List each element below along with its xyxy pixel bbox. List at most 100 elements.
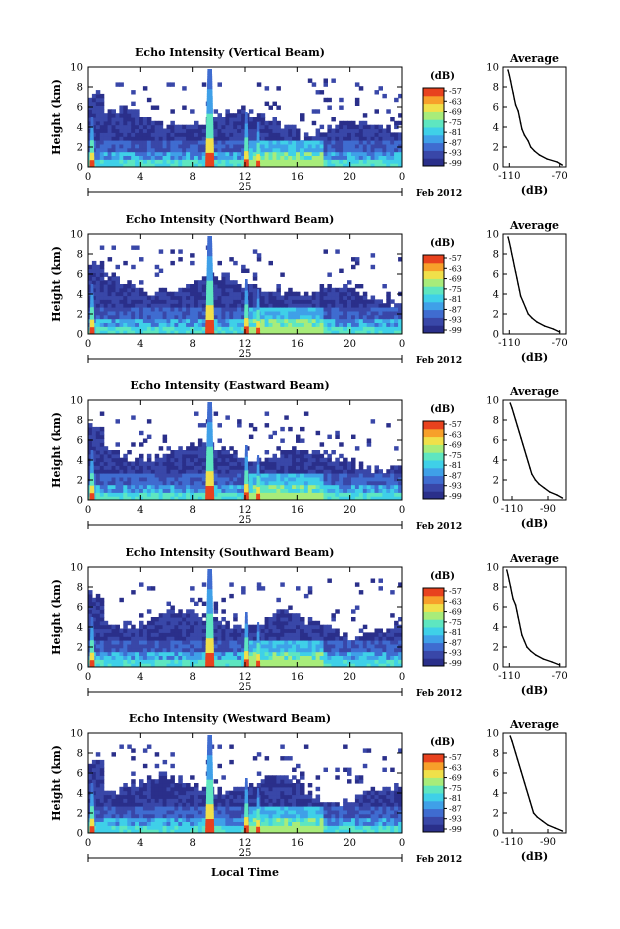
echo-cell	[323, 473, 328, 478]
echo-cell	[190, 446, 195, 451]
echo-cell	[311, 322, 317, 327]
echo-cell	[296, 303, 301, 308]
echo-cell	[315, 465, 321, 470]
profile-point	[514, 419, 517, 421]
echo-cell	[217, 151, 222, 156]
y-tick-label: 10	[70, 63, 83, 74]
echo-cell	[331, 461, 336, 466]
echo-spike	[256, 159, 260, 161]
echo-cell	[170, 314, 175, 320]
profile-point	[513, 98, 516, 100]
echo-cell	[111, 476, 116, 482]
echo-spike	[245, 112, 248, 114]
echo-cell	[347, 476, 352, 482]
echo-cell	[252, 655, 258, 660]
echo-cell	[300, 461, 305, 466]
echo-cell	[91, 299, 97, 304]
echo-spike	[243, 329, 249, 332]
echo-cell	[233, 155, 238, 160]
profile-point	[518, 431, 520, 433]
echo-cell	[347, 151, 352, 156]
echo-cell	[139, 136, 144, 141]
echo-cell	[370, 295, 376, 300]
echo-cell	[115, 326, 120, 331]
echo-cell	[248, 484, 254, 489]
echo-cell	[99, 260, 105, 266]
echo-cell	[303, 326, 309, 331]
echo-cell	[386, 651, 391, 656]
echo-spike	[244, 158, 249, 161]
echo-cell	[319, 632, 325, 637]
echo-cell	[335, 488, 340, 493]
echo-cell	[146, 465, 152, 470]
echo-cell	[115, 450, 120, 455]
echo-spike	[90, 119, 94, 122]
echo-cell	[319, 318, 325, 323]
echo-cell	[370, 330, 376, 334]
echo-cell	[111, 124, 116, 130]
echo-cell	[347, 147, 352, 153]
echo-cell	[296, 299, 301, 304]
echo-cell	[343, 461, 348, 466]
echo-cell	[366, 659, 372, 664]
echo-cell	[382, 147, 387, 153]
echo-cell	[378, 647, 383, 653]
profile-y-tick-label: 2	[493, 143, 499, 154]
echo-cell	[174, 659, 179, 664]
echo-cell	[366, 651, 372, 656]
echo-cell	[225, 496, 230, 500]
echo-cell	[315, 473, 321, 478]
echo-cell	[107, 663, 113, 667]
echo-cell	[197, 310, 203, 316]
echo-cell	[190, 295, 195, 300]
echo-cell	[225, 113, 230, 118]
profile-point	[519, 295, 522, 297]
echo-cell	[303, 473, 309, 478]
echo-cell	[343, 636, 348, 641]
echo-cell	[131, 663, 136, 667]
echo-cell	[127, 655, 132, 660]
echo-cell	[296, 291, 301, 297]
echo-cell	[99, 245, 105, 250]
echo-cell	[315, 655, 321, 660]
echo-cell	[190, 476, 195, 482]
echo-cell	[284, 647, 289, 653]
colorbar-swatch	[423, 134, 444, 144]
echo-cell	[241, 113, 246, 118]
echo-cell	[139, 143, 144, 149]
echo-cell	[150, 651, 156, 656]
echo-cell	[229, 303, 234, 308]
echo-cell	[119, 143, 124, 149]
echo-spike	[206, 122, 214, 126]
echo-cell	[127, 159, 132, 164]
echo-spike	[90, 477, 94, 480]
echo-cell	[296, 136, 301, 141]
echo-cell	[386, 136, 391, 141]
echo-cell	[142, 473, 148, 478]
echo-cell	[91, 295, 97, 300]
echo-cell	[233, 303, 238, 308]
colorbar-swatch	[423, 483, 444, 492]
echo-cell	[370, 480, 376, 486]
echo-cell	[123, 628, 128, 633]
echo-cell	[307, 663, 313, 667]
echo-cell	[197, 488, 203, 493]
echo-cell	[323, 663, 328, 667]
echo-spike	[244, 294, 248, 297]
echo-cell	[123, 299, 128, 304]
echo-cell	[233, 461, 238, 466]
echo-cell	[241, 307, 246, 312]
echo-cell	[99, 272, 105, 277]
echo-cell	[264, 307, 270, 312]
echo-spike	[205, 152, 214, 156]
echo-cell	[229, 492, 234, 497]
profile-line	[509, 402, 563, 499]
echo-cell	[182, 322, 187, 327]
echo-cell	[280, 310, 285, 316]
echo-cell	[115, 647, 120, 653]
echo-cell	[127, 287, 132, 293]
echo-cell	[142, 310, 148, 316]
echo-cell	[103, 151, 109, 156]
echo-cell	[366, 124, 372, 130]
profile-point	[529, 146, 532, 148]
